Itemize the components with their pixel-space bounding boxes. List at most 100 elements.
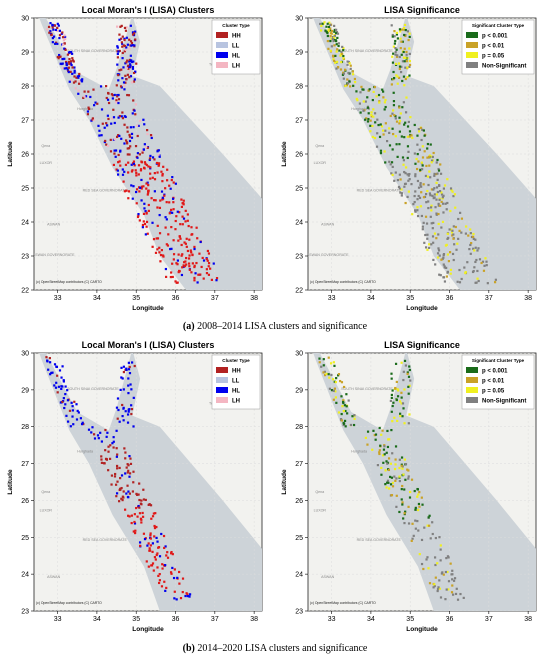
data-point xyxy=(67,51,71,54)
data-point xyxy=(426,142,430,146)
data-point xyxy=(173,590,176,593)
data-point xyxy=(128,135,132,138)
data-point xyxy=(419,183,422,187)
data-point xyxy=(149,177,152,180)
data-point xyxy=(399,47,402,50)
data-point xyxy=(424,193,428,196)
data-point xyxy=(129,54,132,57)
data-point xyxy=(102,462,106,465)
x-tick-label: 36 xyxy=(446,616,454,623)
data-point xyxy=(155,237,158,240)
data-point xyxy=(400,498,403,501)
data-point xyxy=(162,534,166,538)
data-point xyxy=(75,76,78,79)
data-point xyxy=(421,128,424,131)
data-point xyxy=(367,112,370,115)
data-point xyxy=(429,206,433,209)
data-point xyxy=(396,155,399,158)
data-point xyxy=(398,116,401,119)
data-point xyxy=(125,139,128,142)
data-point xyxy=(209,267,212,270)
data-point xyxy=(446,570,449,574)
data-point xyxy=(190,226,193,229)
data-point xyxy=(174,228,177,231)
data-point xyxy=(122,496,125,499)
data-point xyxy=(348,80,351,83)
data-point xyxy=(322,358,325,361)
data-point xyxy=(466,261,469,264)
data-point xyxy=(442,254,445,257)
data-point xyxy=(437,202,440,205)
data-point xyxy=(127,361,130,364)
data-point xyxy=(378,449,381,452)
data-point xyxy=(188,593,192,596)
data-point xyxy=(215,279,218,282)
data-point xyxy=(138,498,141,502)
data-point xyxy=(391,420,394,423)
data-point xyxy=(140,199,143,202)
data-point xyxy=(120,24,123,27)
data-point xyxy=(414,506,417,509)
panel-a-clusters: Local Moran's I (LISA) Clusters SOUTH SIN… xyxy=(4,2,272,316)
data-point xyxy=(107,445,110,448)
data-point xyxy=(393,42,396,45)
data-point xyxy=(126,142,129,145)
data-point xyxy=(374,121,377,124)
legend-title: Cluster Type xyxy=(222,358,250,363)
data-point xyxy=(486,282,489,285)
data-point xyxy=(425,201,428,204)
data-point xyxy=(396,37,399,40)
data-point xyxy=(191,253,194,257)
data-point xyxy=(153,190,156,193)
y-tick-label: 29 xyxy=(295,50,303,57)
data-point xyxy=(321,22,324,25)
data-point xyxy=(131,169,134,172)
data-point xyxy=(120,37,123,40)
data-point xyxy=(124,472,127,475)
data-point xyxy=(196,281,199,284)
data-point xyxy=(386,445,390,449)
data-point xyxy=(370,111,373,114)
data-point xyxy=(473,249,476,252)
data-point xyxy=(105,143,108,146)
data-point xyxy=(396,75,399,78)
data-point xyxy=(71,415,74,418)
data-point xyxy=(154,558,157,561)
data-point xyxy=(68,80,71,83)
data-point xyxy=(181,253,184,256)
data-point xyxy=(71,57,74,60)
legend-title: Significant Cluster Type xyxy=(472,23,525,28)
data-point xyxy=(403,136,406,139)
data-point xyxy=(101,122,104,125)
data-point xyxy=(77,411,80,414)
data-point xyxy=(404,463,408,466)
data-point xyxy=(131,197,134,200)
data-point xyxy=(130,184,133,187)
data-point xyxy=(408,65,411,68)
data-point xyxy=(68,63,72,67)
data-point xyxy=(188,265,191,268)
data-point xyxy=(440,226,443,229)
data-point xyxy=(157,581,161,585)
data-point xyxy=(450,189,453,192)
x-tick-label: 33 xyxy=(54,616,62,623)
place-label: Qena xyxy=(315,144,324,148)
data-point xyxy=(451,252,455,256)
data-point xyxy=(404,364,407,367)
data-point xyxy=(393,35,396,38)
data-point xyxy=(122,180,125,183)
data-point xyxy=(342,47,345,50)
data-point xyxy=(330,37,333,40)
data-point xyxy=(123,142,126,145)
data-point xyxy=(121,377,124,380)
data-point xyxy=(136,493,139,496)
data-point xyxy=(400,192,403,195)
data-point xyxy=(432,151,435,155)
data-point xyxy=(145,187,148,190)
y-tick-label: 28 xyxy=(295,84,303,91)
data-point xyxy=(403,388,406,391)
data-point xyxy=(118,134,121,138)
legend-title: Cluster Type xyxy=(222,23,250,28)
data-point xyxy=(426,237,429,240)
